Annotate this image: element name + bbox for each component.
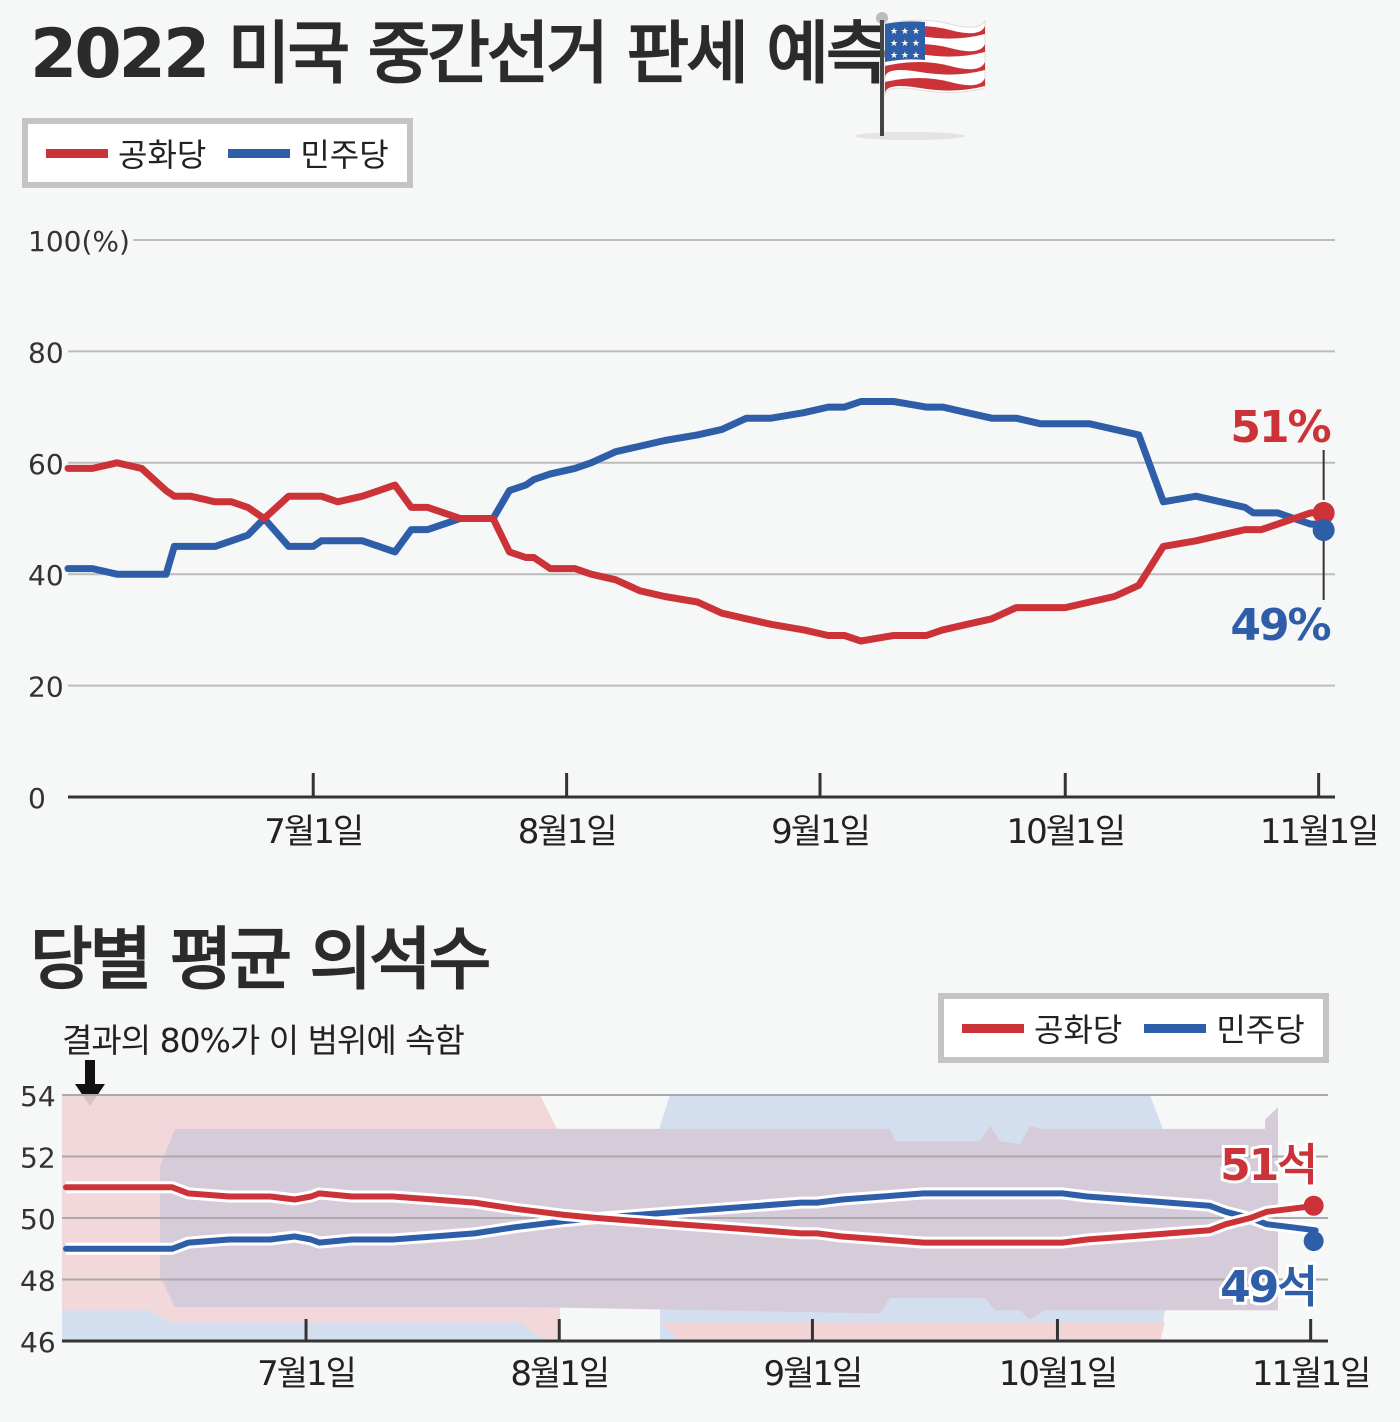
- legend-swatch-democrat: [228, 148, 291, 158]
- end-label-republican: 51%: [1230, 402, 1330, 453]
- y-tick-label: 80: [28, 336, 64, 369]
- range-band-republican: [62, 1095, 560, 1341]
- x-tick-label: 11월1일: [1260, 812, 1377, 852]
- range-band-overlap: [160, 1125, 1275, 1320]
- y-tick-label: 46: [20, 1326, 56, 1359]
- x-tick-label: 8월1일: [518, 812, 616, 852]
- y-tick-label: 52: [20, 1142, 56, 1175]
- x-tick-label: 10월1일: [999, 1354, 1116, 1394]
- end-point-democrat: [1303, 1231, 1324, 1252]
- end-point-democrat: [1312, 519, 1335, 542]
- x-tick-label: 8월1일: [510, 1354, 608, 1394]
- legend-swatch-republican: [962, 1023, 1024, 1033]
- series-halo: [66, 1181, 1317, 1249]
- y-tick-label: 50: [20, 1203, 56, 1236]
- legend-bottom: 공화당 민주당: [938, 993, 1329, 1063]
- y-tick-label: 60: [28, 448, 64, 481]
- end-label-democrat: 49석: [1220, 1262, 1316, 1313]
- y-tick-label: 48: [20, 1265, 56, 1298]
- x-tick-label: 9월1일: [771, 812, 869, 852]
- range-band-democrat: [62, 1310, 545, 1341]
- x-tick-label: 9월1일: [764, 1354, 862, 1394]
- end-point-republican: [1303, 1195, 1324, 1216]
- svg-text:★ ★ ★: ★ ★ ★: [890, 27, 920, 37]
- series-line-democrat: [64, 398, 1323, 578]
- legend-item-republican: 공화당: [962, 1005, 1122, 1051]
- series-line-republican: [63, 1184, 1319, 1246]
- section2-title: 당별 평균 의석수: [30, 921, 491, 1000]
- legend-item-democrat: 민주당: [1144, 1005, 1305, 1051]
- legend-top: 공화당 민주당: [22, 118, 413, 188]
- probability-chart: 0 20 40 60 80 100(%) 7월1일 8월1일 9월1일 10월1일 11월1일 51%…: [28, 225, 1379, 852]
- y-tick-label: 100(%): [28, 225, 130, 258]
- y-tick-label: 0: [28, 782, 46, 815]
- svg-text:★ ★ ★: ★ ★ ★: [890, 39, 920, 49]
- range-note: 결과의 80%가 이 범위에 속함: [62, 1021, 465, 1060]
- x-tick-label: 11월1일: [1252, 1354, 1369, 1394]
- x-tick-label: 7월1일: [264, 812, 362, 852]
- range-band-republican: [660, 1322, 1165, 1341]
- y-tick-label: 40: [28, 559, 64, 592]
- series-line-republican: [64, 459, 1323, 645]
- legend-label-republican: 공화당: [1034, 1011, 1123, 1049]
- end-label-republican: 51석: [1220, 1140, 1316, 1191]
- chart-title: 2022 미국 중간선거 판세 예측: [30, 15, 889, 94]
- legend-label-republican: 공화당: [118, 136, 207, 174]
- series-halo: [66, 1187, 1317, 1255]
- legend-swatch-democrat: [1144, 1023, 1207, 1033]
- legend-label-democrat: 민주당: [1216, 1011, 1305, 1049]
- svg-text:★ ★ ★: ★ ★ ★: [890, 51, 920, 61]
- x-tick-label: 7월1일: [257, 1354, 355, 1394]
- range-band-overlap: [1265, 1107, 1278, 1311]
- y-tick-label: 20: [28, 671, 64, 704]
- end-point-republican: [1312, 501, 1335, 524]
- legend-swatch-republican: [46, 148, 108, 158]
- down-arrow-icon: [75, 1060, 105, 1112]
- us-flag-icon: ★ ★ ★ ★ ★ ★ ★ ★ ★: [850, 10, 990, 144]
- legend-item-democrat: 민주당: [228, 130, 389, 176]
- legend-label-democrat: 민주당: [300, 136, 389, 174]
- y-tick-label: 54: [20, 1080, 56, 1113]
- series-line-democrat: [63, 1190, 1319, 1252]
- end-label-democrat: 49%: [1230, 600, 1330, 651]
- legend-item-republican: 공화당: [46, 130, 206, 176]
- x-tick-label: 10월1일: [1007, 812, 1124, 852]
- range-band-democrat: [660, 1095, 1165, 1341]
